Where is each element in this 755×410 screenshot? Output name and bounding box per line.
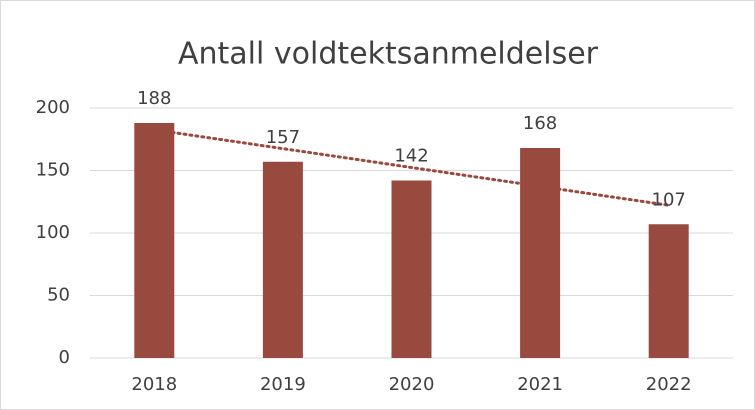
x-tick-label: 2018 (131, 374, 177, 395)
bar (134, 123, 175, 358)
x-tick-label: 2019 (260, 374, 306, 395)
data-label: 168 (523, 113, 557, 134)
x-tick-label: 2022 (646, 374, 692, 395)
y-tick-label: 200 (36, 97, 70, 118)
data-label: 188 (137, 88, 171, 109)
data-label: 107 (652, 189, 686, 210)
bar (520, 148, 561, 358)
data-label: 157 (266, 127, 300, 148)
chart-title: Antall voldtektsanmeldelser (178, 37, 599, 72)
y-tick-label: 150 (36, 160, 70, 181)
y-tick-label: 0 (59, 347, 70, 368)
x-tick-label: 2021 (517, 374, 563, 395)
y-tick-label: 50 (47, 285, 70, 306)
trendline (152, 128, 671, 207)
data-label: 142 (394, 146, 428, 167)
x-tick-label: 2020 (389, 374, 435, 395)
bar (391, 180, 432, 358)
bar (262, 161, 303, 358)
bar (648, 224, 689, 358)
y-tick-label: 100 (36, 222, 70, 243)
